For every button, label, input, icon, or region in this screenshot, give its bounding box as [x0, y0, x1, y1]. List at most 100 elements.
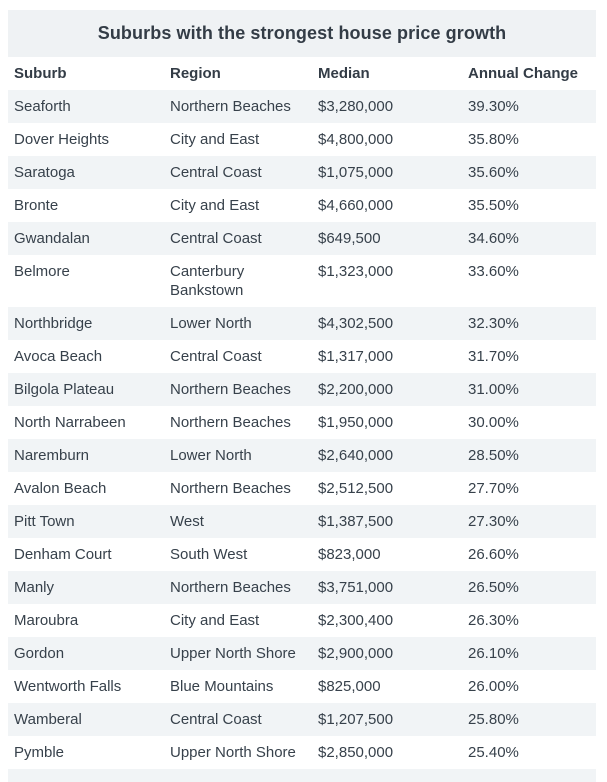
table-row: Naremburn Lower North $2,640,000 28.50% — [8, 439, 596, 472]
column-header-suburb: Suburb — [8, 57, 164, 90]
region-cell: Northern Beaches — [170, 579, 291, 596]
column-header-region: Region — [164, 57, 312, 90]
suburb-cell: Pymble — [14, 744, 65, 761]
region-cell: Central Coast — [170, 164, 262, 181]
suburb-cell: Northbridge — [14, 315, 93, 332]
annual-change-cell: 31.70% — [468, 348, 519, 365]
region-cell: Northern Beaches — [170, 480, 291, 497]
suburb-cell: Gordon — [14, 645, 65, 662]
median-cell: $1,075,000 — [318, 164, 394, 181]
suburb-cell: Naremburn — [14, 447, 90, 464]
table-row: Bilgola Plateau Northern Beaches $2,200,00… — [8, 373, 596, 406]
median-cell: $1,207,500 — [318, 711, 394, 728]
annual-change-cell: 26.30% — [468, 612, 519, 629]
annual-change-cell: 35.60% — [468, 164, 519, 181]
region-cell: Upper North Shore — [170, 744, 296, 761]
median-cell: $2,640,000 — [318, 447, 394, 464]
table-row: Wamberal Central Coast $1,207,500 25.80% — [8, 703, 596, 736]
table-row: Avalon Beach Northern Beaches $2,512,500 27… — [8, 472, 596, 505]
annual-change-cell: 35.80% — [468, 131, 519, 148]
median-cell: $3,751,000 — [318, 579, 394, 596]
region-cell: West — [170, 513, 204, 530]
median-cell: $2,200,000 — [318, 381, 394, 398]
table-row: Seaforth Northern Beaches $3,280,000 39.30% — [8, 90, 596, 123]
median-cell: $2,300,400 — [318, 612, 394, 629]
table-row: North Narrabeen Northern Beaches $1,950,00… — [8, 406, 596, 439]
region-cell: South West — [170, 546, 248, 563]
footer-strip — [8, 769, 596, 782]
median-cell: $3,280,000 — [318, 98, 394, 115]
suburb-cell: Bronte — [14, 197, 59, 214]
table-body: Seaforth Northern Beaches $3,280,000 39.30%… — [8, 90, 596, 769]
suburb-cell: Avoca Beach — [14, 348, 103, 365]
median-cell: $4,302,500 — [318, 315, 394, 332]
region-cell: Northern Beaches — [170, 381, 291, 398]
suburb-cell: North Narrabeen — [14, 414, 126, 431]
region-cell: City and East — [170, 131, 260, 148]
median-cell: $825,000 — [318, 678, 381, 695]
median-cell: $2,512,500 — [318, 480, 394, 497]
region-cell: Lower North — [170, 315, 252, 332]
median-cell: $4,660,000 — [318, 197, 394, 214]
region-cell: Northern Beaches — [170, 98, 291, 115]
suburb-cell: Saratoga — [14, 164, 75, 181]
median-cell: $1,317,000 — [318, 348, 394, 365]
suburb-cell: Avalon Beach — [14, 480, 107, 497]
header-row: Suburb Region Median Annual Change — [8, 57, 596, 90]
suburb-cell: Manly — [14, 579, 55, 596]
suburb-cell: Seaforth — [14, 98, 71, 115]
suburb-cell: Pitt Town — [14, 513, 75, 530]
median-cell: $1,950,000 — [318, 414, 394, 431]
annual-change-cell: 31.00% — [468, 381, 519, 398]
table-row: Gwandalan Central Coast $649,500 34.60% — [8, 222, 596, 255]
region-cell: Northern Beaches — [170, 414, 291, 431]
region-cell: Central Coast — [170, 711, 262, 728]
median-cell: $2,850,000 — [318, 744, 394, 761]
column-header-annual-change: Annual Change — [462, 57, 596, 90]
table-row: Bronte City and East $4,660,000 35.50% — [8, 189, 596, 222]
suburb-cell: Wentworth Falls — [14, 678, 122, 695]
annual-change-cell: 26.60% — [468, 546, 519, 563]
annual-change-cell: 26.50% — [468, 579, 519, 596]
annual-change-cell: 34.60% — [468, 230, 519, 247]
median-cell: $823,000 — [318, 546, 381, 563]
table-row: Maroubra City and East $2,300,400 26.30% — [8, 604, 596, 637]
annual-change-cell: 27.70% — [468, 480, 519, 497]
table-row: Pitt Town West $1,387,500 27.30% — [8, 505, 596, 538]
suburb-cell: Bilgola Plateau — [14, 381, 115, 398]
table-row: Northbridge Lower North $4,302,500 32.30% — [8, 307, 596, 340]
median-cell: $2,900,000 — [318, 645, 394, 662]
suburb-cell: Denham Court — [14, 546, 112, 563]
table-title: Suburbs with the strongest house price g… — [8, 10, 596, 57]
median-cell: $1,387,500 — [318, 513, 394, 530]
median-cell: $1,323,000 — [318, 263, 394, 280]
annual-change-cell: 35.50% — [468, 197, 519, 214]
table-row: Pymble Upper North Shore $2,850,000 25.40% — [8, 736, 596, 769]
annual-change-cell: 26.10% — [468, 645, 519, 662]
region-cell: City and East — [170, 197, 260, 214]
column-header-median: Median — [312, 57, 462, 90]
annual-change-cell: 25.40% — [468, 744, 519, 761]
suburb-cell: Belmore — [14, 263, 70, 280]
annual-change-cell: 28.50% — [468, 447, 519, 464]
suburb-cell: Gwandalan — [14, 230, 90, 247]
region-cell: City and East — [170, 612, 260, 629]
region-cell: Central Coast — [170, 230, 262, 247]
annual-change-cell: 39.30% — [468, 98, 519, 115]
table-row: Wentworth Falls Blue Mountains $825,000 26.… — [8, 670, 596, 703]
annual-change-cell: 25.80% — [468, 711, 519, 728]
annual-change-cell: 26.00% — [468, 678, 519, 695]
annual-change-cell: 30.00% — [468, 414, 519, 431]
table-row: Manly Northern Beaches $3,751,000 26.50% — [8, 571, 596, 604]
median-cell: $649,500 — [318, 230, 381, 247]
region-cell: Canterbury Bankstown — [170, 263, 245, 299]
table-row: Dover Heights City and East $4,800,000 35.8… — [8, 123, 596, 156]
house-price-table: Suburb Region Median Annual Change Seafo… — [8, 57, 596, 769]
suburb-cell: Maroubra — [14, 612, 79, 629]
suburb-cell: Wamberal — [14, 711, 82, 728]
table-row: Avoca Beach Central Coast $1,317,000 31.70% — [8, 340, 596, 373]
table-row: Belmore Canterbury Bankstown $1,323,000 33.… — [8, 255, 596, 307]
median-cell: $4,800,000 — [318, 131, 394, 148]
region-cell: Blue Mountains — [170, 678, 274, 695]
